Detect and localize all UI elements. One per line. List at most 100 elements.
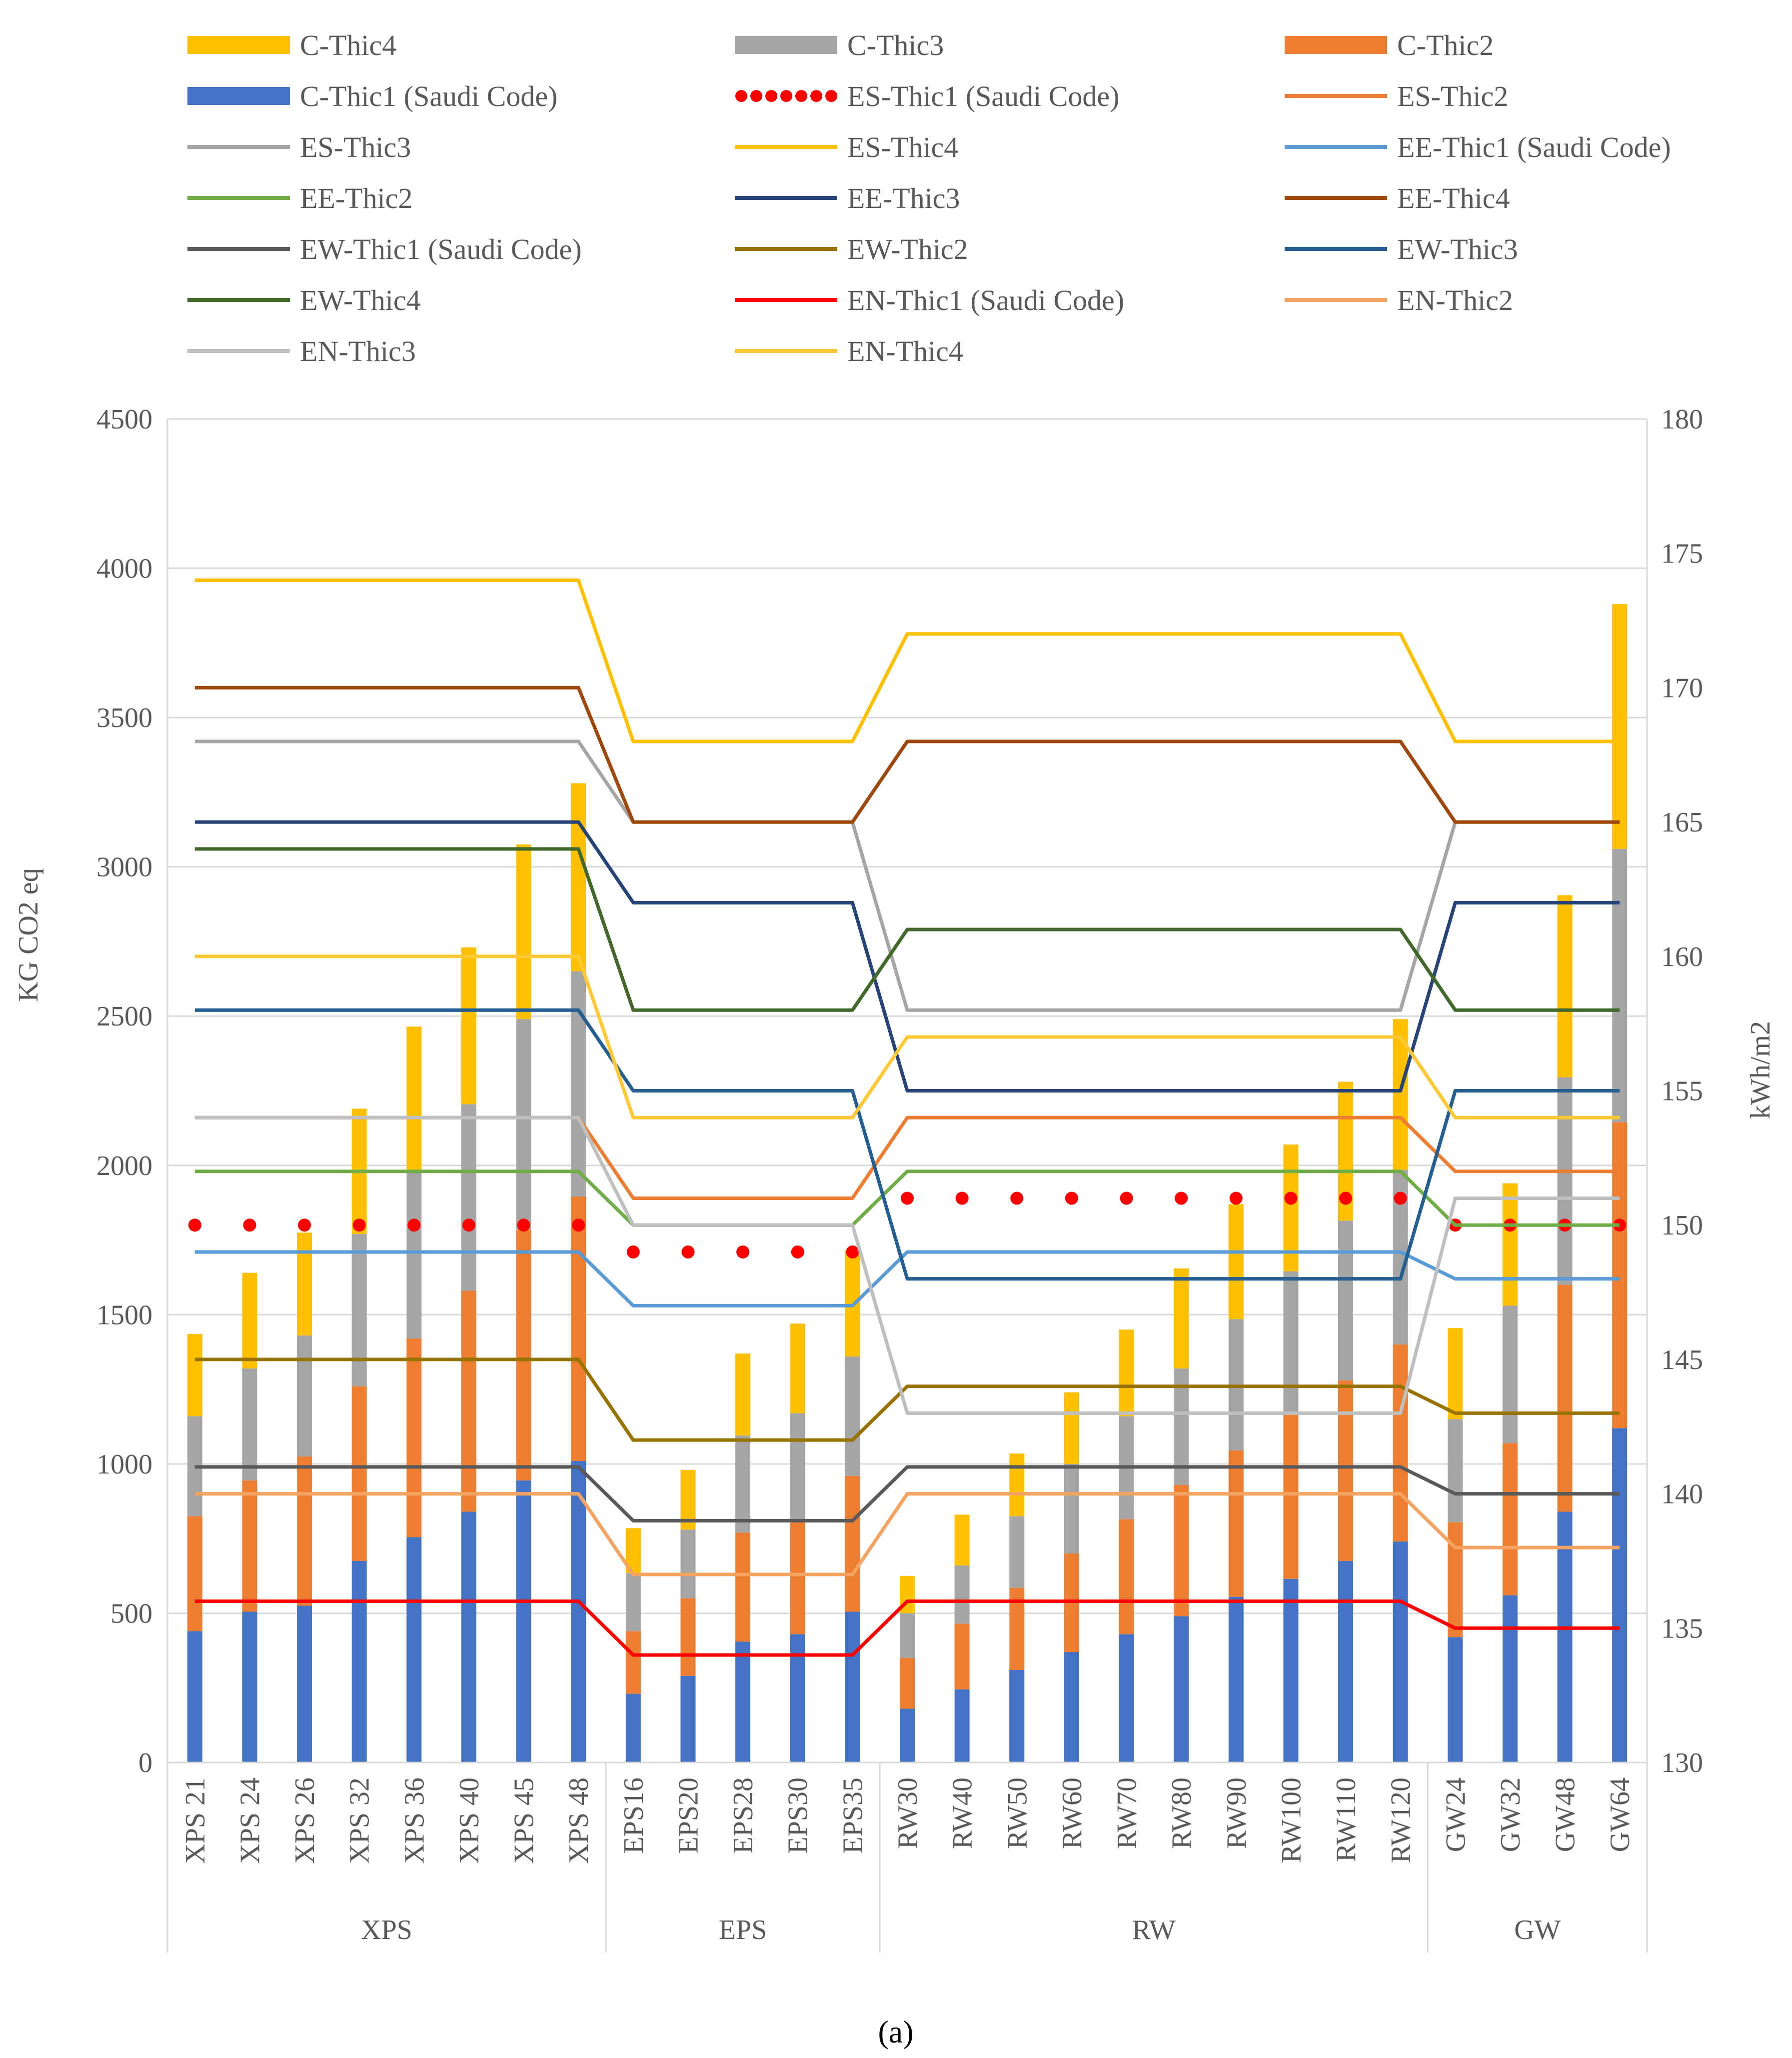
- x-tick-label: RW60: [1057, 1778, 1088, 1849]
- legend-label: ES-Thic1 (Saudi Code): [847, 80, 1119, 112]
- bar-c-thic4-xps-21: [187, 1334, 202, 1416]
- bar-c-thic3-xps-24: [242, 1368, 257, 1480]
- line-en-thic3: [194, 1116, 1620, 1415]
- y-tick-label-left: 4000: [96, 554, 152, 584]
- line-ew-thic1-saudi-code: [194, 1465, 1620, 1522]
- legend-item-en-thic3: EN-Thic3: [187, 335, 416, 368]
- y-tick-label-right: 180: [1661, 404, 1703, 435]
- point-es-thic1-saudi-code: [352, 1218, 366, 1232]
- bar-series: [187, 604, 1628, 1762]
- figure-caption: (a): [878, 2014, 913, 2050]
- y-tick-label-right: 130: [1661, 1748, 1703, 1778]
- bar-c-thic4-gw48: [1557, 895, 1573, 1078]
- bar-c-thic2-rw30: [900, 1658, 915, 1709]
- legend-item-c-thic1-saudi-code: C-Thic1 (Saudi Code): [187, 80, 557, 112]
- legend-label: EW-Thic3: [1397, 233, 1518, 266]
- x-tick-label: EPS30: [783, 1778, 814, 1854]
- y-tick-label-right: 150: [1661, 1210, 1703, 1241]
- legend-label: ES-Thic3: [300, 131, 411, 164]
- x-tick-label: GW48: [1550, 1778, 1581, 1852]
- x-tick-label: XPS 21: [180, 1778, 211, 1864]
- legend-swatch-dot: [795, 90, 807, 102]
- line-ee-thic2: [194, 1170, 1620, 1227]
- legend-item-c-thic2: C-Thic2: [1285, 29, 1494, 62]
- bar-c-thic1-saudi-code-eps16: [625, 1694, 641, 1762]
- bar-c-thic1-saudi-code-xps-36: [406, 1537, 422, 1762]
- bar-c-thic2-rw90: [1228, 1450, 1244, 1597]
- point-es-thic1-saudi-code: [1339, 1192, 1353, 1205]
- point-es-thic1-saudi-code: [1175, 1192, 1188, 1205]
- bar-c-thic3-rw100: [1283, 1271, 1299, 1415]
- bar-c-thic1-saudi-code-rw120: [1393, 1542, 1408, 1762]
- bar-c-thic1-saudi-code-rw60: [1064, 1652, 1079, 1762]
- bar-c-thic2-xps-21: [187, 1516, 202, 1632]
- bar-c-thic1-saudi-code-rw50: [1009, 1670, 1025, 1762]
- bar-c-thic4-rw50: [1009, 1453, 1025, 1516]
- legend-label: ES-Thic4: [847, 131, 958, 164]
- legend-label: C-Thic1 (Saudi Code): [300, 80, 557, 112]
- bar-c-thic4-gw64: [1612, 604, 1628, 849]
- bar-c-thic4-xps-26: [297, 1232, 312, 1336]
- legend-item-c-thic3: C-Thic3: [735, 29, 944, 62]
- bar-c-thic3-xps-45: [516, 1019, 531, 1230]
- bar-c-thic1-saudi-code-rw100: [1283, 1578, 1299, 1762]
- legend-swatch: [187, 87, 290, 105]
- y-tick-label-left: 1000: [96, 1449, 152, 1480]
- bar-c-thic1-saudi-code-rw30: [900, 1708, 915, 1762]
- bar-c-thic2-rw120: [1393, 1344, 1408, 1542]
- y-tick-label-right: 155: [1661, 1076, 1703, 1107]
- legend-item-es-thic3: ES-Thic3: [187, 131, 411, 164]
- bar-c-thic2-eps20: [680, 1598, 696, 1676]
- y-tick-label-right: 135: [1661, 1613, 1703, 1644]
- x-tick-label: XPS 45: [509, 1778, 540, 1864]
- bar-c-thic1-saudi-code-gw48: [1557, 1512, 1573, 1762]
- bar-c-thic3-rw40: [954, 1565, 970, 1624]
- x-tick-label: RW40: [947, 1778, 978, 1849]
- bar-c-thic2-rw100: [1283, 1414, 1299, 1579]
- bar-c-thic1-saudi-code-rw110: [1338, 1560, 1354, 1762]
- x-tick-label: RW120: [1386, 1778, 1417, 1863]
- point-es-thic1-saudi-code: [243, 1218, 256, 1232]
- bar-c-thic4-rw60: [1064, 1392, 1079, 1464]
- x-tick-label: RW70: [1112, 1778, 1143, 1849]
- legend-item-ew-thic2: EW-Thic2: [735, 233, 968, 266]
- bar-c-thic4-xps-36: [406, 1026, 422, 1170]
- legend-label: EN-Thic1 (Saudi Code): [847, 284, 1124, 316]
- legend-label: EN-Thic3: [300, 335, 416, 368]
- x-tick-label: EPS20: [673, 1778, 704, 1854]
- legend-item-ee-thic1-saudi-code: EE-Thic1 (Saudi Code): [1285, 131, 1671, 164]
- bar-c-thic3-gw32: [1502, 1306, 1518, 1444]
- bar-c-thic2-rw70: [1119, 1519, 1134, 1634]
- bar-c-thic2-xps-48: [571, 1196, 586, 1461]
- bar-c-thic3-rw110: [1338, 1220, 1354, 1380]
- legend-label: EE-Thic4: [1397, 182, 1510, 214]
- bar-c-thic3-gw48: [1557, 1077, 1573, 1285]
- legend-label: EW-Thic2: [847, 233, 968, 266]
- bar-c-thic3-gw24: [1448, 1419, 1463, 1522]
- bar-c-thic4-gw32: [1502, 1183, 1518, 1306]
- y-axis-label-left: KG CO2 eq: [13, 868, 44, 1002]
- point-es-thic1-saudi-code: [846, 1245, 859, 1258]
- bar-c-thic2-rw40: [954, 1624, 970, 1690]
- point-es-thic1-saudi-code: [1229, 1192, 1243, 1205]
- bar-c-thic1-saudi-code-rw90: [1228, 1596, 1244, 1762]
- legend-label: EE-Thic3: [847, 182, 960, 214]
- point-es-thic1-saudi-code: [1010, 1192, 1024, 1205]
- bar-c-thic4-xps-45: [516, 844, 531, 1020]
- legend-item-en-thic1-saudi-code: EN-Thic1 (Saudi Code): [735, 284, 1124, 316]
- bar-c-thic2-eps28: [735, 1532, 751, 1642]
- point-es-thic1-saudi-code: [1120, 1192, 1133, 1205]
- y-tick-label-right: 170: [1661, 672, 1703, 704]
- bar-c-thic3-xps-40: [461, 1104, 476, 1291]
- bar-c-thic3-xps-36: [406, 1170, 422, 1339]
- bar-c-thic3-rw30: [900, 1613, 915, 1658]
- bar-c-thic2-rw110: [1338, 1380, 1354, 1561]
- x-tick-label: EPS16: [618, 1778, 649, 1854]
- legend-label: EW-Thic4: [300, 284, 421, 316]
- line-es-thic3: [194, 740, 1620, 1012]
- point-es-thic1-saudi-code: [1394, 1192, 1407, 1205]
- bar-c-thic1-saudi-code-xps-45: [516, 1480, 531, 1762]
- group-label: GW: [1514, 1914, 1561, 1946]
